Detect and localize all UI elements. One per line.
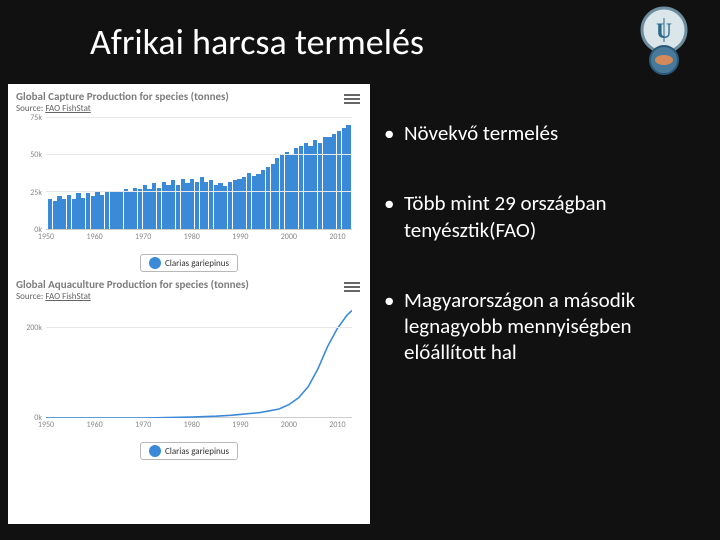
legend-label: Clarias gariepinus [165, 446, 229, 457]
capture-chart: Global Capture Production for species (t… [16, 90, 362, 272]
chart-title: Global Capture Production for species (t… [16, 90, 362, 103]
chart-source: Source: FAO FishStat [16, 103, 362, 114]
aquaculture-legend: Clarias gariepinus [140, 442, 238, 460]
legend-label: Clarias gariepinus [165, 258, 229, 269]
legend-swatch-icon [149, 445, 161, 457]
capture-plot: 0k25k50k75k 1950196019701980199020002010 [16, 118, 356, 248]
page-title: Afrikai harcsa termelés [90, 20, 424, 64]
legend-swatch-icon [149, 257, 161, 269]
aquaculture-plot: 0k200k 1950196019701980199020002010 [16, 306, 356, 436]
bullet-item: Több mint 29 országban tenyésztik(FAO) [384, 190, 704, 243]
charts-panel: Global Capture Production for species (t… [8, 84, 370, 524]
aquaculture-chart: Global Aquaculture Production for specie… [16, 278, 362, 460]
bullet-list: Növekvő termelés Több mint 29 országban … [384, 120, 704, 410]
chart-menu-icon[interactable] [344, 92, 360, 106]
source-link[interactable]: FAO FishStat [45, 291, 90, 302]
chart-title: Global Aquaculture Production for specie… [16, 278, 362, 291]
capture-legend: Clarias gariepinus [140, 254, 238, 272]
chart-source: Source: FAO FishStat [16, 291, 362, 302]
chart-menu-icon[interactable] [344, 280, 360, 294]
source-link[interactable]: FAO FishStat [45, 103, 90, 114]
university-logo: U [628, 4, 700, 76]
bullet-item: Magyarországon a második legnagyobb menn… [384, 287, 704, 366]
bullet-item: Növekvő termelés [384, 120, 704, 146]
